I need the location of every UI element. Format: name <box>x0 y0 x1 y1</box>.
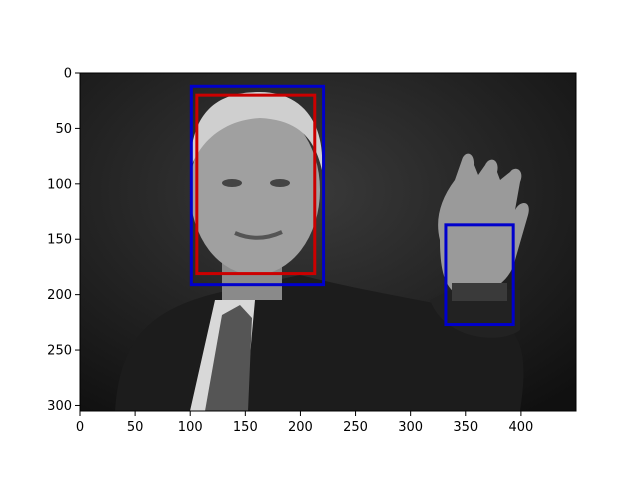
x-tick-label: 100 <box>178 420 203 435</box>
y-tick-label: 250 <box>47 344 72 359</box>
y-tick-label: 200 <box>47 288 72 303</box>
photo <box>80 73 576 411</box>
bounding-boxes <box>189 84 515 327</box>
y-tick-label: 300 <box>47 399 72 414</box>
x-axis: 0 50 100 150 200 250 300 350 400 <box>76 411 533 435</box>
y-tick-label: 150 <box>47 233 72 248</box>
x-tick-label: 250 <box>343 420 368 435</box>
axes-frame <box>79 72 577 412</box>
y-tick-label: 50 <box>55 122 72 137</box>
bounding-box-1 <box>195 93 317 276</box>
x-tick-label: 300 <box>398 420 423 435</box>
x-tick-label: 350 <box>453 420 478 435</box>
x-tick-label: 0 <box>76 420 84 435</box>
x-tick-label: 150 <box>233 420 258 435</box>
x-tick-label: 50 <box>127 420 144 435</box>
x-tick-label: 200 <box>288 420 313 435</box>
y-axis: 0 50 100 150 200 250 300 <box>47 67 80 414</box>
bounding-box-2 <box>444 223 515 327</box>
x-tick-label: 400 <box>508 420 533 435</box>
y-tick-label: 100 <box>47 177 72 192</box>
y-tick-label: 0 <box>64 67 72 82</box>
bounding-box-0 <box>189 84 326 287</box>
